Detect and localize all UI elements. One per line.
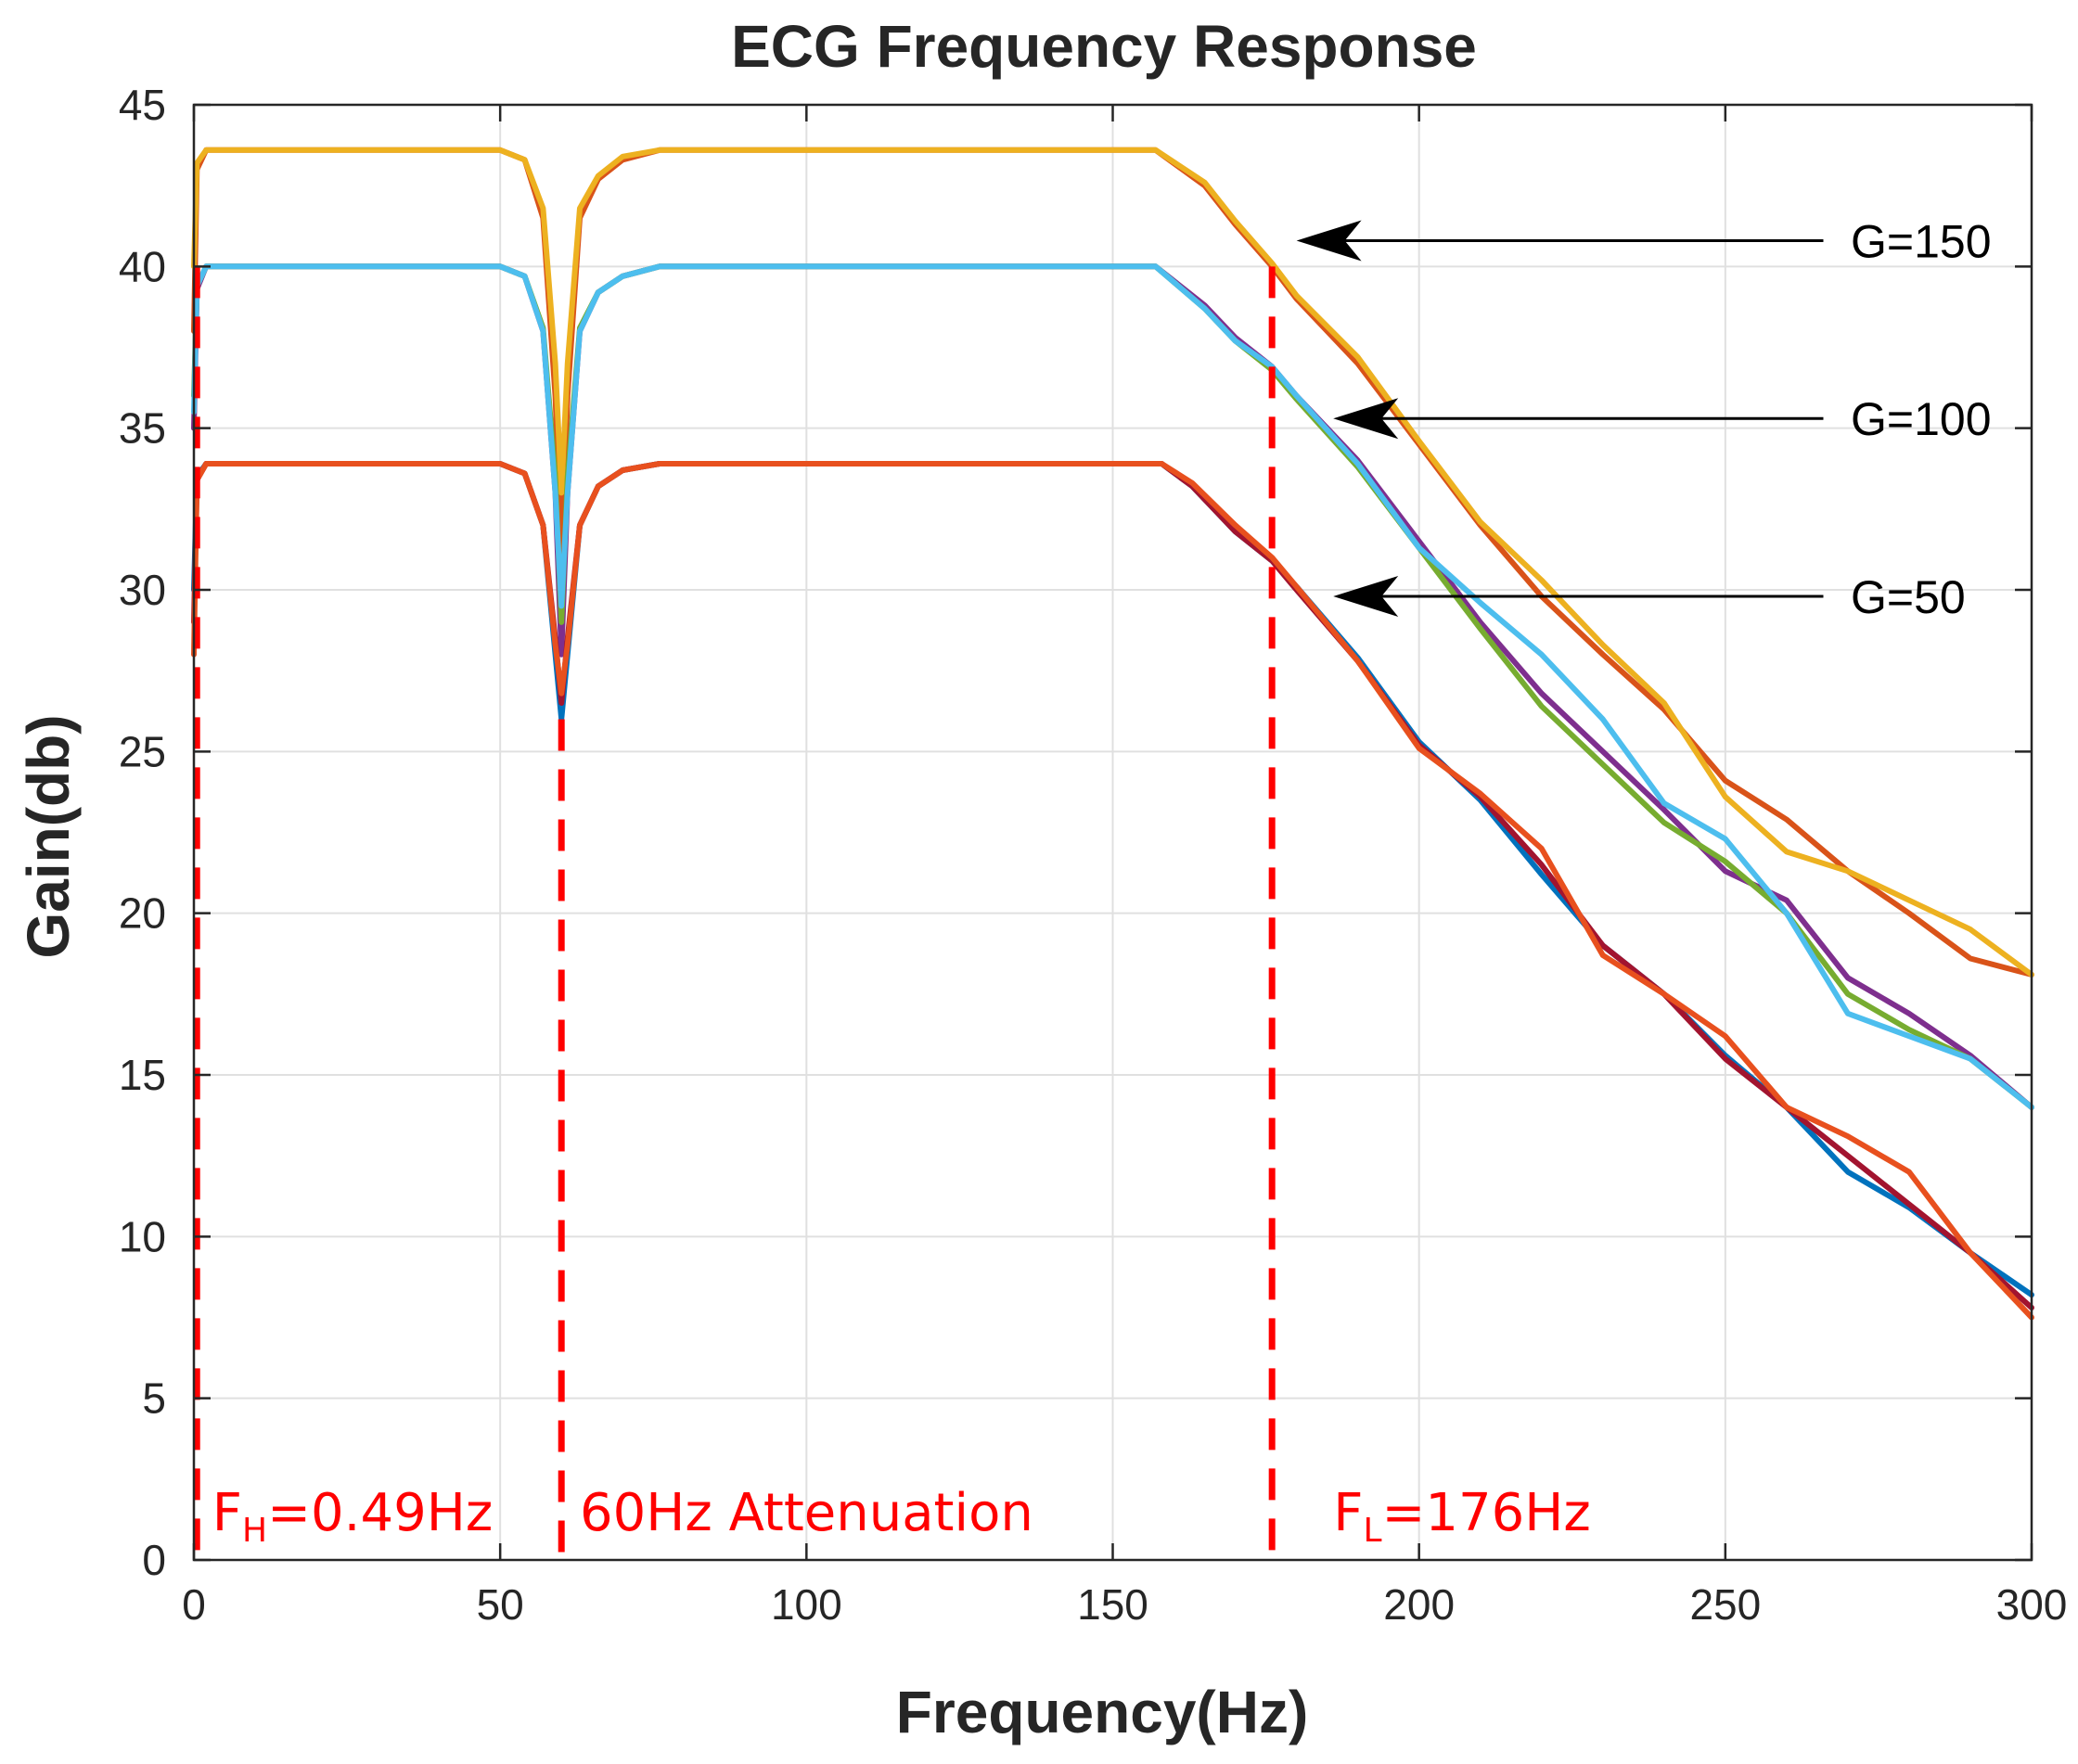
x-tick-label: 150: [1077, 1580, 1148, 1629]
axes: [192, 103, 2033, 1562]
grid: [194, 105, 2032, 1560]
y-tick-label: 25: [119, 727, 166, 775]
y-tick-label: 20: [119, 889, 166, 938]
region-label-3: FL=176Hz: [1333, 1483, 1591, 1550]
gain-label-3: G=50: [1851, 571, 1966, 623]
gain-label-1: G=150: [1851, 215, 1992, 267]
region-label-2: 60Hz Attenuation: [580, 1483, 1033, 1543]
x-tick-label: 100: [771, 1580, 842, 1629]
series-line-2: [191, 147, 2034, 978]
y-axis-label: Gain(db): [15, 714, 82, 958]
x-tick-label: 50: [477, 1580, 524, 1629]
y-tick-label: 15: [119, 1051, 166, 1099]
annotation-arrow-icon: [1333, 575, 1399, 617]
y-tick-label: 40: [119, 242, 166, 290]
y-tick-label: 10: [119, 1212, 166, 1260]
annotations: G=150 G=100 G=50: [1296, 215, 1992, 623]
series-line-8: [191, 461, 2034, 1321]
annotation-arrow-icon: [1333, 398, 1399, 440]
y-tick-label: 35: [119, 404, 166, 453]
x-tick-label: 200: [1383, 1580, 1455, 1629]
x-tick-label: 300: [1996, 1580, 2068, 1629]
y-tick-label: 0: [142, 1536, 166, 1584]
region-labels: FH=0.49Hz 60Hz Attenuation FL=176Hz: [212, 1483, 1591, 1550]
gain-label-2: G=100: [1851, 393, 1992, 445]
y-tick-label: 45: [119, 81, 166, 129]
y-tick-label: 5: [142, 1374, 166, 1423]
annotation-arrow-icon: [1296, 220, 1362, 262]
x-tick-label: 0: [182, 1580, 206, 1629]
cutoff-lines: [193, 266, 1276, 1560]
tick-labels: 0 50 100 150 200 250 300 0 5 10 15 20 25 30 35 40 45: [119, 81, 2068, 1629]
x-axis-label: Frequency(Hz): [896, 1679, 1309, 1745]
chart-title: ECG Frequency Response: [731, 13, 1477, 80]
region-label-1: FH=0.49Hz: [212, 1483, 493, 1550]
series-layer: [191, 147, 2034, 1321]
series-line-5: [191, 263, 2034, 1110]
x-tick-label: 250: [1689, 1580, 1761, 1629]
y-tick-label: 30: [119, 566, 166, 614]
